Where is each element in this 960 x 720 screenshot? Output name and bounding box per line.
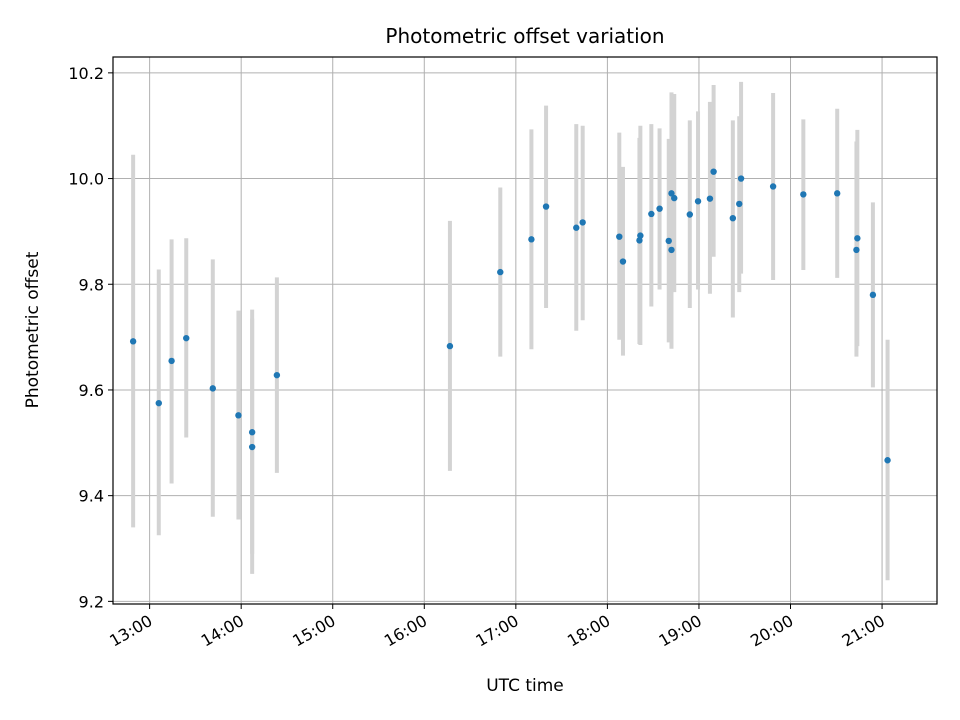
data-point: [686, 211, 693, 218]
y-tick-label: 9.2: [79, 592, 104, 611]
data-point: [637, 232, 644, 239]
y-axis-label: Photometric offset: [23, 251, 43, 408]
data-point: [853, 246, 860, 254]
data-point: [273, 371, 281, 379]
data-point: [183, 334, 190, 342]
data-point: [729, 214, 737, 222]
data-point: [706, 195, 714, 202]
data-point: [235, 412, 242, 419]
data-point: [542, 203, 550, 210]
data-point: [668, 190, 675, 197]
data-point: [884, 457, 891, 464]
data-point: [710, 168, 717, 175]
y-tick-label: 10.0: [68, 170, 104, 189]
data-point: [665, 237, 672, 245]
data-point: [834, 190, 841, 197]
data-point: [168, 357, 175, 365]
y-tick-label: 9.4: [79, 487, 104, 506]
x-axis-label: UTC time: [486, 676, 564, 696]
data-point: [736, 200, 743, 208]
data-point: [616, 233, 623, 240]
plot-frame: [112, 56, 938, 605]
data-point: [248, 443, 256, 451]
data-point: [769, 183, 777, 190]
data-point: [248, 429, 256, 436]
data-point: [668, 246, 675, 254]
data-point: [694, 198, 702, 205]
y-tick-label: 10.2: [68, 64, 104, 83]
data-point: [129, 338, 137, 345]
data-point: [800, 191, 807, 198]
data-point: [209, 385, 216, 392]
data-point: [497, 268, 504, 276]
data-point: [446, 342, 454, 350]
data-point: [573, 224, 580, 231]
data-point: [869, 291, 877, 299]
chart-title: Photometric offset variation: [385, 24, 664, 48]
data-point: [636, 237, 643, 244]
data-point: [671, 194, 678, 202]
data-point: [737, 175, 745, 182]
data-point: [528, 236, 535, 243]
data-point: [656, 205, 663, 212]
y-tick-label: 9.8: [79, 275, 104, 294]
grid: [113, 57, 937, 604]
data-point: [619, 258, 627, 265]
data-points: [129, 168, 891, 464]
data-point: [854, 235, 861, 242]
data-point: [155, 399, 162, 407]
data-point: [648, 210, 655, 218]
y-axis-ticks: 9.2 9.4 9.6 9.8 10.0 10.2: [68, 64, 113, 611]
y-tick-label: 9.6: [79, 381, 104, 400]
data-point: [579, 219, 586, 226]
